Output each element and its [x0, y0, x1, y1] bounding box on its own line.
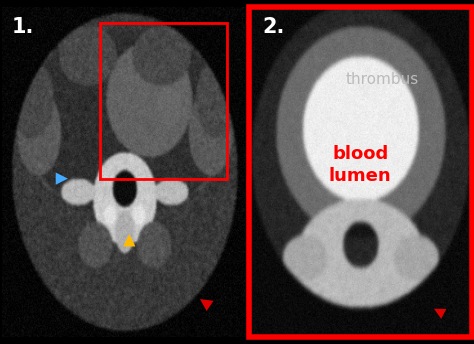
Text: 1.: 1.	[12, 17, 35, 37]
Text: thrombus: thrombus	[346, 72, 419, 87]
Text: 2.: 2.	[262, 17, 284, 37]
Bar	[100, 23, 227, 179]
Text: blood
lumen: blood lumen	[329, 145, 392, 185]
